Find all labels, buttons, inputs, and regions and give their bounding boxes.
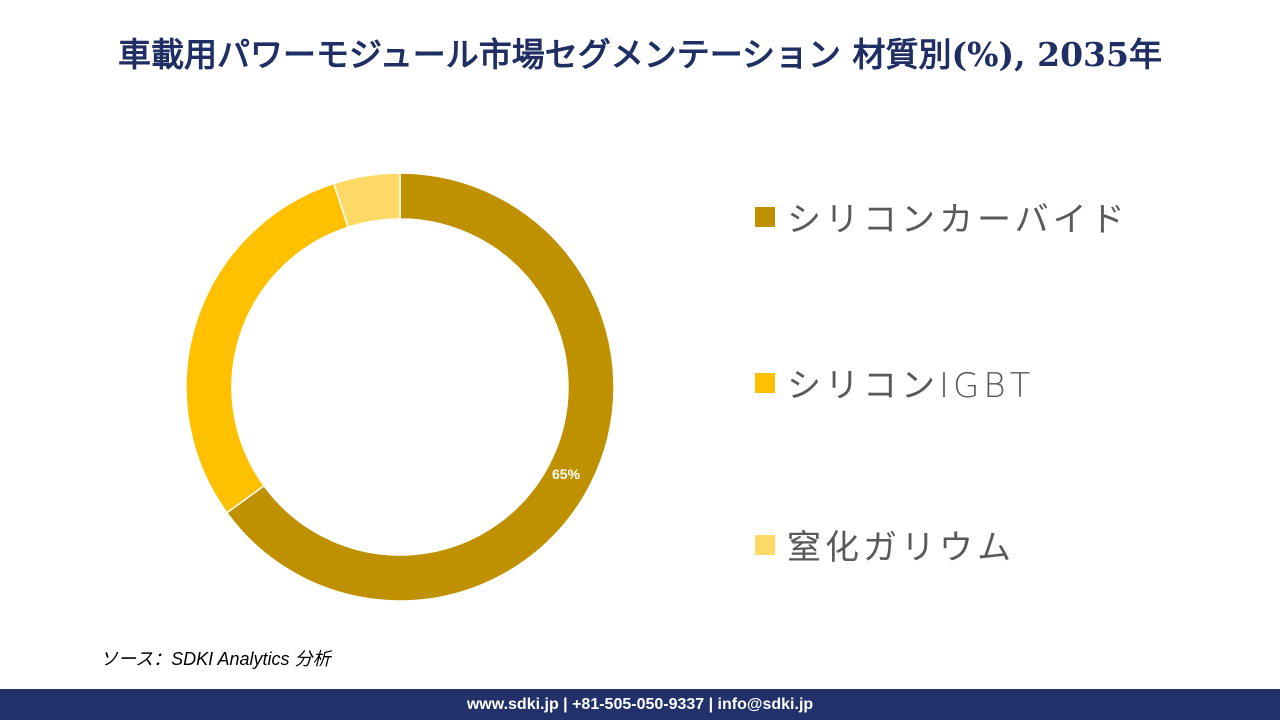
legend-label: 窒化ガリウム (787, 528, 1015, 568)
footer-contact-bar: www.sdki.jp | +81-505-050-9337 | info@sd… (0, 689, 1280, 720)
chart-title: 車載用パワーモジュール市場セグメンテーション 材質別(%), 2035年 (118, 35, 1162, 74)
legend-swatch-icon (755, 534, 775, 555)
legend-label: シリコンIGBT (787, 366, 1035, 406)
data-label-silicon-carbide: 65% (552, 466, 581, 482)
donut-segment (332, 172, 401, 229)
source-note: ソース：SDKI Analytics 分析 (100, 649, 331, 669)
donut-segment (185, 182, 350, 514)
donut-segment (225, 172, 615, 602)
legend-item-silicon-igbt: シリコンIGBT (755, 358, 1034, 407)
legend-item-silicon-carbide: シリコンカーバイド (755, 192, 1129, 241)
legend-item-gallium-nitride: 窒化ガリウム (755, 520, 1015, 569)
legend-swatch-icon (755, 372, 775, 393)
legend-label: シリコンカーバイド (787, 200, 1129, 240)
legend-swatch-icon (755, 206, 775, 227)
donut-chart: 65% (180, 160, 630, 610)
donut-svg (185, 172, 615, 602)
